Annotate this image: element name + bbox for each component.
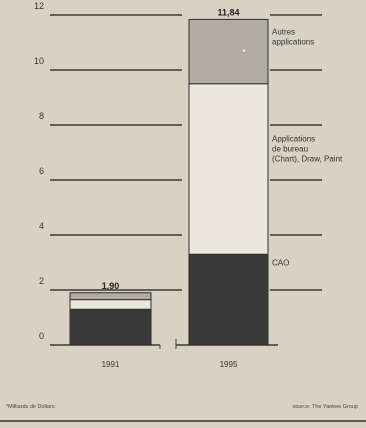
bar-1995-cao (188, 253, 269, 346)
bar-1995-autres (188, 18, 269, 85)
bar-1991-cao (69, 308, 152, 346)
bar-total-label: 1,90 (102, 281, 120, 291)
footnote-units: *Milliards de Dollars (6, 404, 55, 410)
series-label: CAO (272, 258, 289, 267)
y-tick-label: 10 (34, 56, 44, 66)
bar-1995-applications (188, 83, 269, 255)
footnote-source: source: The Yankee Group (292, 404, 358, 410)
y-tick-label: 4 (39, 221, 44, 231)
y-tick-label: 6 (39, 166, 44, 176)
bar-1991-autres (69, 292, 152, 301)
segment-dot (242, 49, 246, 52)
bottom-rule (0, 420, 366, 422)
y-tick-label: 0 (39, 331, 44, 341)
bar-total-label: 11,84 (217, 7, 239, 17)
series-label: Applications de bureau (Chart), Draw, Pain… (272, 135, 343, 164)
y-tick-label: 2 (39, 276, 44, 286)
y-tick-label: 12 (34, 1, 44, 11)
x-category-label: 1991 (102, 360, 120, 369)
bar-1991-applications (69, 299, 152, 310)
series-label: Autres applications (272, 27, 314, 46)
y-tick-label: 8 (39, 111, 44, 121)
x-category-label: 1995 (220, 360, 238, 369)
